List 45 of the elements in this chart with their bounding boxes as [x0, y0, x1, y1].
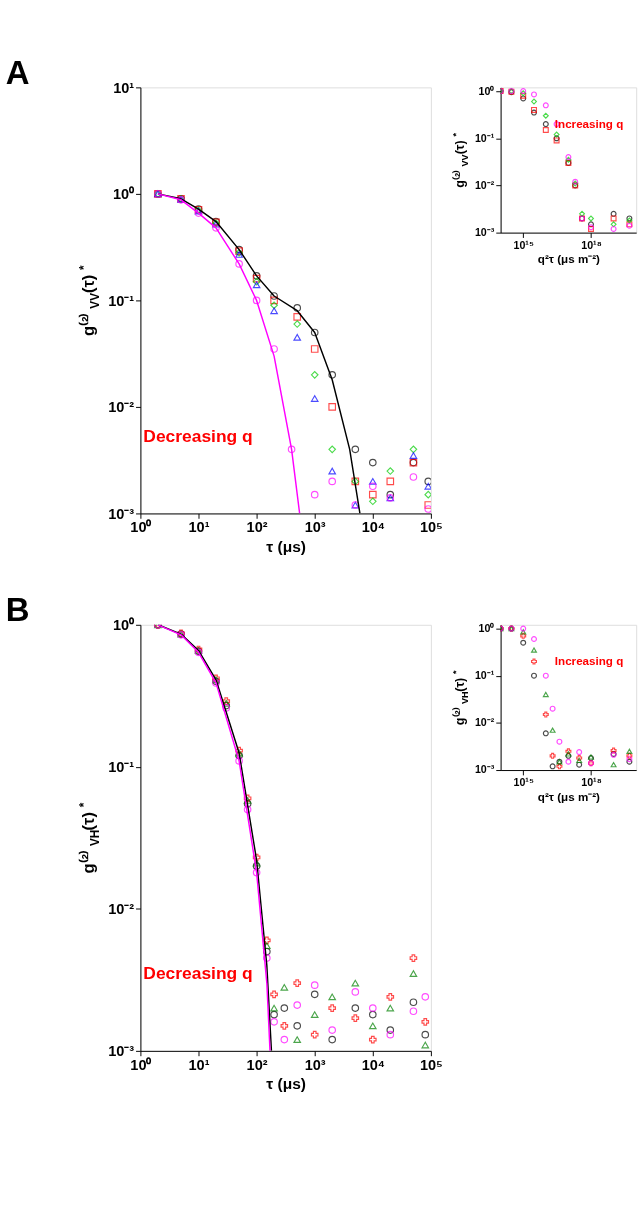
- annotation: Increasing q: [554, 116, 624, 130]
- y-tick-label: 10⁻³: [474, 226, 495, 239]
- x-tick-label: 10⁵: [419, 1056, 443, 1073]
- annotation: Decreasing q: [143, 425, 253, 446]
- y-tick-label: 10⁻¹: [108, 292, 135, 309]
- x-tick-label: 10⁵: [419, 519, 443, 536]
- x-tick-label: 10¹⁵: [513, 776, 534, 789]
- x-axis-title: q²τ (μs m⁻²): [537, 252, 601, 266]
- y-tick-label: 10⁰: [478, 621, 495, 634]
- y-tick-label: 10⁻²: [474, 178, 495, 191]
- x-tick-label: 10¹: [188, 1056, 210, 1073]
- chart-title: A: [5, 53, 30, 91]
- y-axis-title: g⁽²⁾VH(τ)*: [77, 802, 102, 874]
- x-tick-label: 10¹: [188, 519, 210, 536]
- x-axis-title: q²τ (μs m⁻²): [537, 789, 601, 803]
- y-tick-label: 10⁻²: [474, 716, 495, 729]
- x-tick-label: 10⁰: [130, 519, 153, 536]
- x-tick-label: 10²: [246, 1056, 268, 1073]
- y-tick-label: 10⁻¹: [474, 669, 495, 682]
- y-axis-title: g⁽²⁾VV(τ)*: [451, 132, 470, 188]
- y-tick-label: 10⁻¹: [474, 131, 495, 144]
- y-tick-label: 10¹: [113, 79, 135, 96]
- annotation: Increasing q: [554, 653, 624, 667]
- x-tick-label: 10²: [246, 519, 268, 536]
- y-tick-label: 10⁰: [112, 617, 136, 634]
- chart-title: B: [5, 590, 30, 628]
- x-axis-title: τ (μs): [266, 1075, 306, 1093]
- y-tick-label: 10⁰: [478, 84, 495, 97]
- x-axis-title: τ (μs): [266, 537, 306, 555]
- x-tick-label: 10¹⁸: [581, 776, 602, 789]
- x-tick-label: 10⁴: [361, 1056, 385, 1073]
- y-axis-title: g⁽²⁾VV(τ)*: [77, 264, 102, 337]
- x-tick-label: 10¹⁵: [513, 238, 534, 251]
- y-tick-label: 10⁻³: [108, 505, 135, 522]
- x-tick-label: 10⁴: [361, 519, 385, 536]
- y-tick-label: 10⁻²: [108, 901, 135, 918]
- y-tick-label: 10⁻²: [108, 399, 135, 416]
- x-tick-label: 10³: [304, 1056, 326, 1073]
- x-tick-label: 10¹⁸: [581, 238, 602, 251]
- y-axis-title: g⁽²⁾VH(τ)*: [451, 669, 470, 726]
- annotation: Decreasing q: [143, 963, 253, 984]
- y-tick-label: 10⁻³: [474, 763, 495, 776]
- x-tick-label: 10³: [304, 519, 326, 536]
- y-tick-label: 10⁻¹: [108, 759, 135, 776]
- y-tick-label: 10⁰: [112, 186, 136, 203]
